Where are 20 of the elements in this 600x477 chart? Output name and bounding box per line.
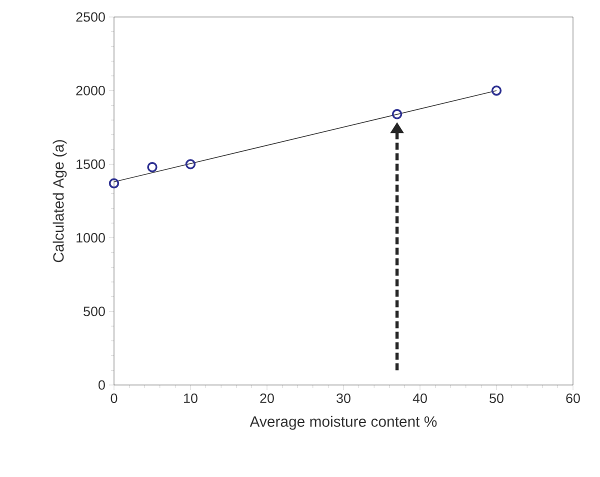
y-tick-label: 0 bbox=[98, 380, 105, 390]
x-tick-label: 10 bbox=[184, 394, 198, 404]
y-axis-title: Calculated Age (a) bbox=[52, 140, 67, 262]
point bbox=[108, 178, 120, 188]
point bbox=[491, 86, 502, 96]
x-axis-title: Average moisture content % bbox=[250, 416, 437, 430]
point bbox=[147, 162, 158, 172]
x-tick-label: 40 bbox=[412, 394, 427, 404]
y-tick-label: 1500 bbox=[76, 159, 105, 169]
y-tick-label: 2000 bbox=[76, 86, 105, 96]
y-tick-label: 2500 bbox=[76, 12, 105, 22]
x-tick-label: 50 bbox=[490, 394, 504, 404]
point bbox=[392, 109, 402, 120]
point bbox=[185, 159, 196, 170]
y-tick-label: 1000 bbox=[76, 233, 105, 243]
y-tick-label: 500 bbox=[84, 306, 105, 316]
x-tick-label: 20 bbox=[260, 394, 274, 404]
x-tick-label: 60 bbox=[566, 394, 580, 404]
x-tick-label: 0 bbox=[110, 394, 118, 404]
x-tick-label: 30 bbox=[336, 394, 350, 404]
